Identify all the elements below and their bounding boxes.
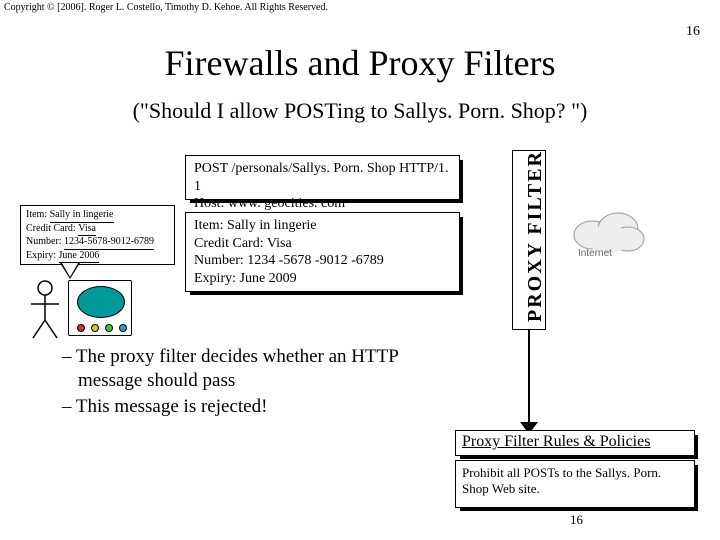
http-line2: Host: www. geocities. com (194, 195, 451, 213)
arrow-proxy-to-rules (528, 330, 530, 430)
speech-tail-fill (62, 263, 78, 277)
user-stick-figure-icon (28, 280, 62, 342)
computer-monitor-icon (68, 280, 132, 336)
http-request-box: POST /personals/Sallys. Porn. Shop HTTP/… (185, 155, 460, 200)
rules-text-box: Prohibit all POSTs to the Sallys. Porn. … (455, 460, 695, 508)
bullet-1: – The proxy filter decides whether an HT… (62, 345, 442, 393)
internet-label: Internet (578, 248, 612, 259)
rules-text: Prohibit all POSTs to the Sallys. Porn. … (462, 465, 661, 496)
rules-title: Proxy Filter Rules & Policies (462, 433, 650, 450)
bullet-2: – This message is rejected! (62, 395, 442, 419)
payload-line1: Item: Sally in lingerie (194, 217, 451, 235)
page-number-bottom: 16 (570, 512, 583, 528)
payload-line4: Expiry: June 2009 (194, 270, 451, 288)
payload-line3: Number: 1234 -5678 -9012 -6789 (194, 252, 451, 270)
payload-line2: Credit Card: Visa (194, 235, 451, 253)
page-number-top: 16 (686, 24, 700, 40)
speech-bubble: Item: Sally in lingerie Credit Card: Vis… (20, 205, 175, 265)
slide-title: Firewalls and Proxy Filters (0, 42, 720, 84)
slide-subtitle: ("Should I allow POSTing to Sallys. Porn… (0, 98, 720, 124)
proxy-filter-label: PROXY FILTER (524, 150, 547, 322)
http-line1: POST /personals/Sallys. Porn. Shop HTTP/… (194, 160, 451, 195)
bullet-list: – The proxy filter decides whether an HT… (62, 345, 442, 420)
rules-title-box: Proxy Filter Rules & Policies (455, 430, 695, 456)
copyright-text: Copyright © [2006]. Roger L. Costello, T… (4, 2, 328, 13)
payload-box: Item: Sally in lingerie Credit Card: Vis… (185, 212, 460, 292)
